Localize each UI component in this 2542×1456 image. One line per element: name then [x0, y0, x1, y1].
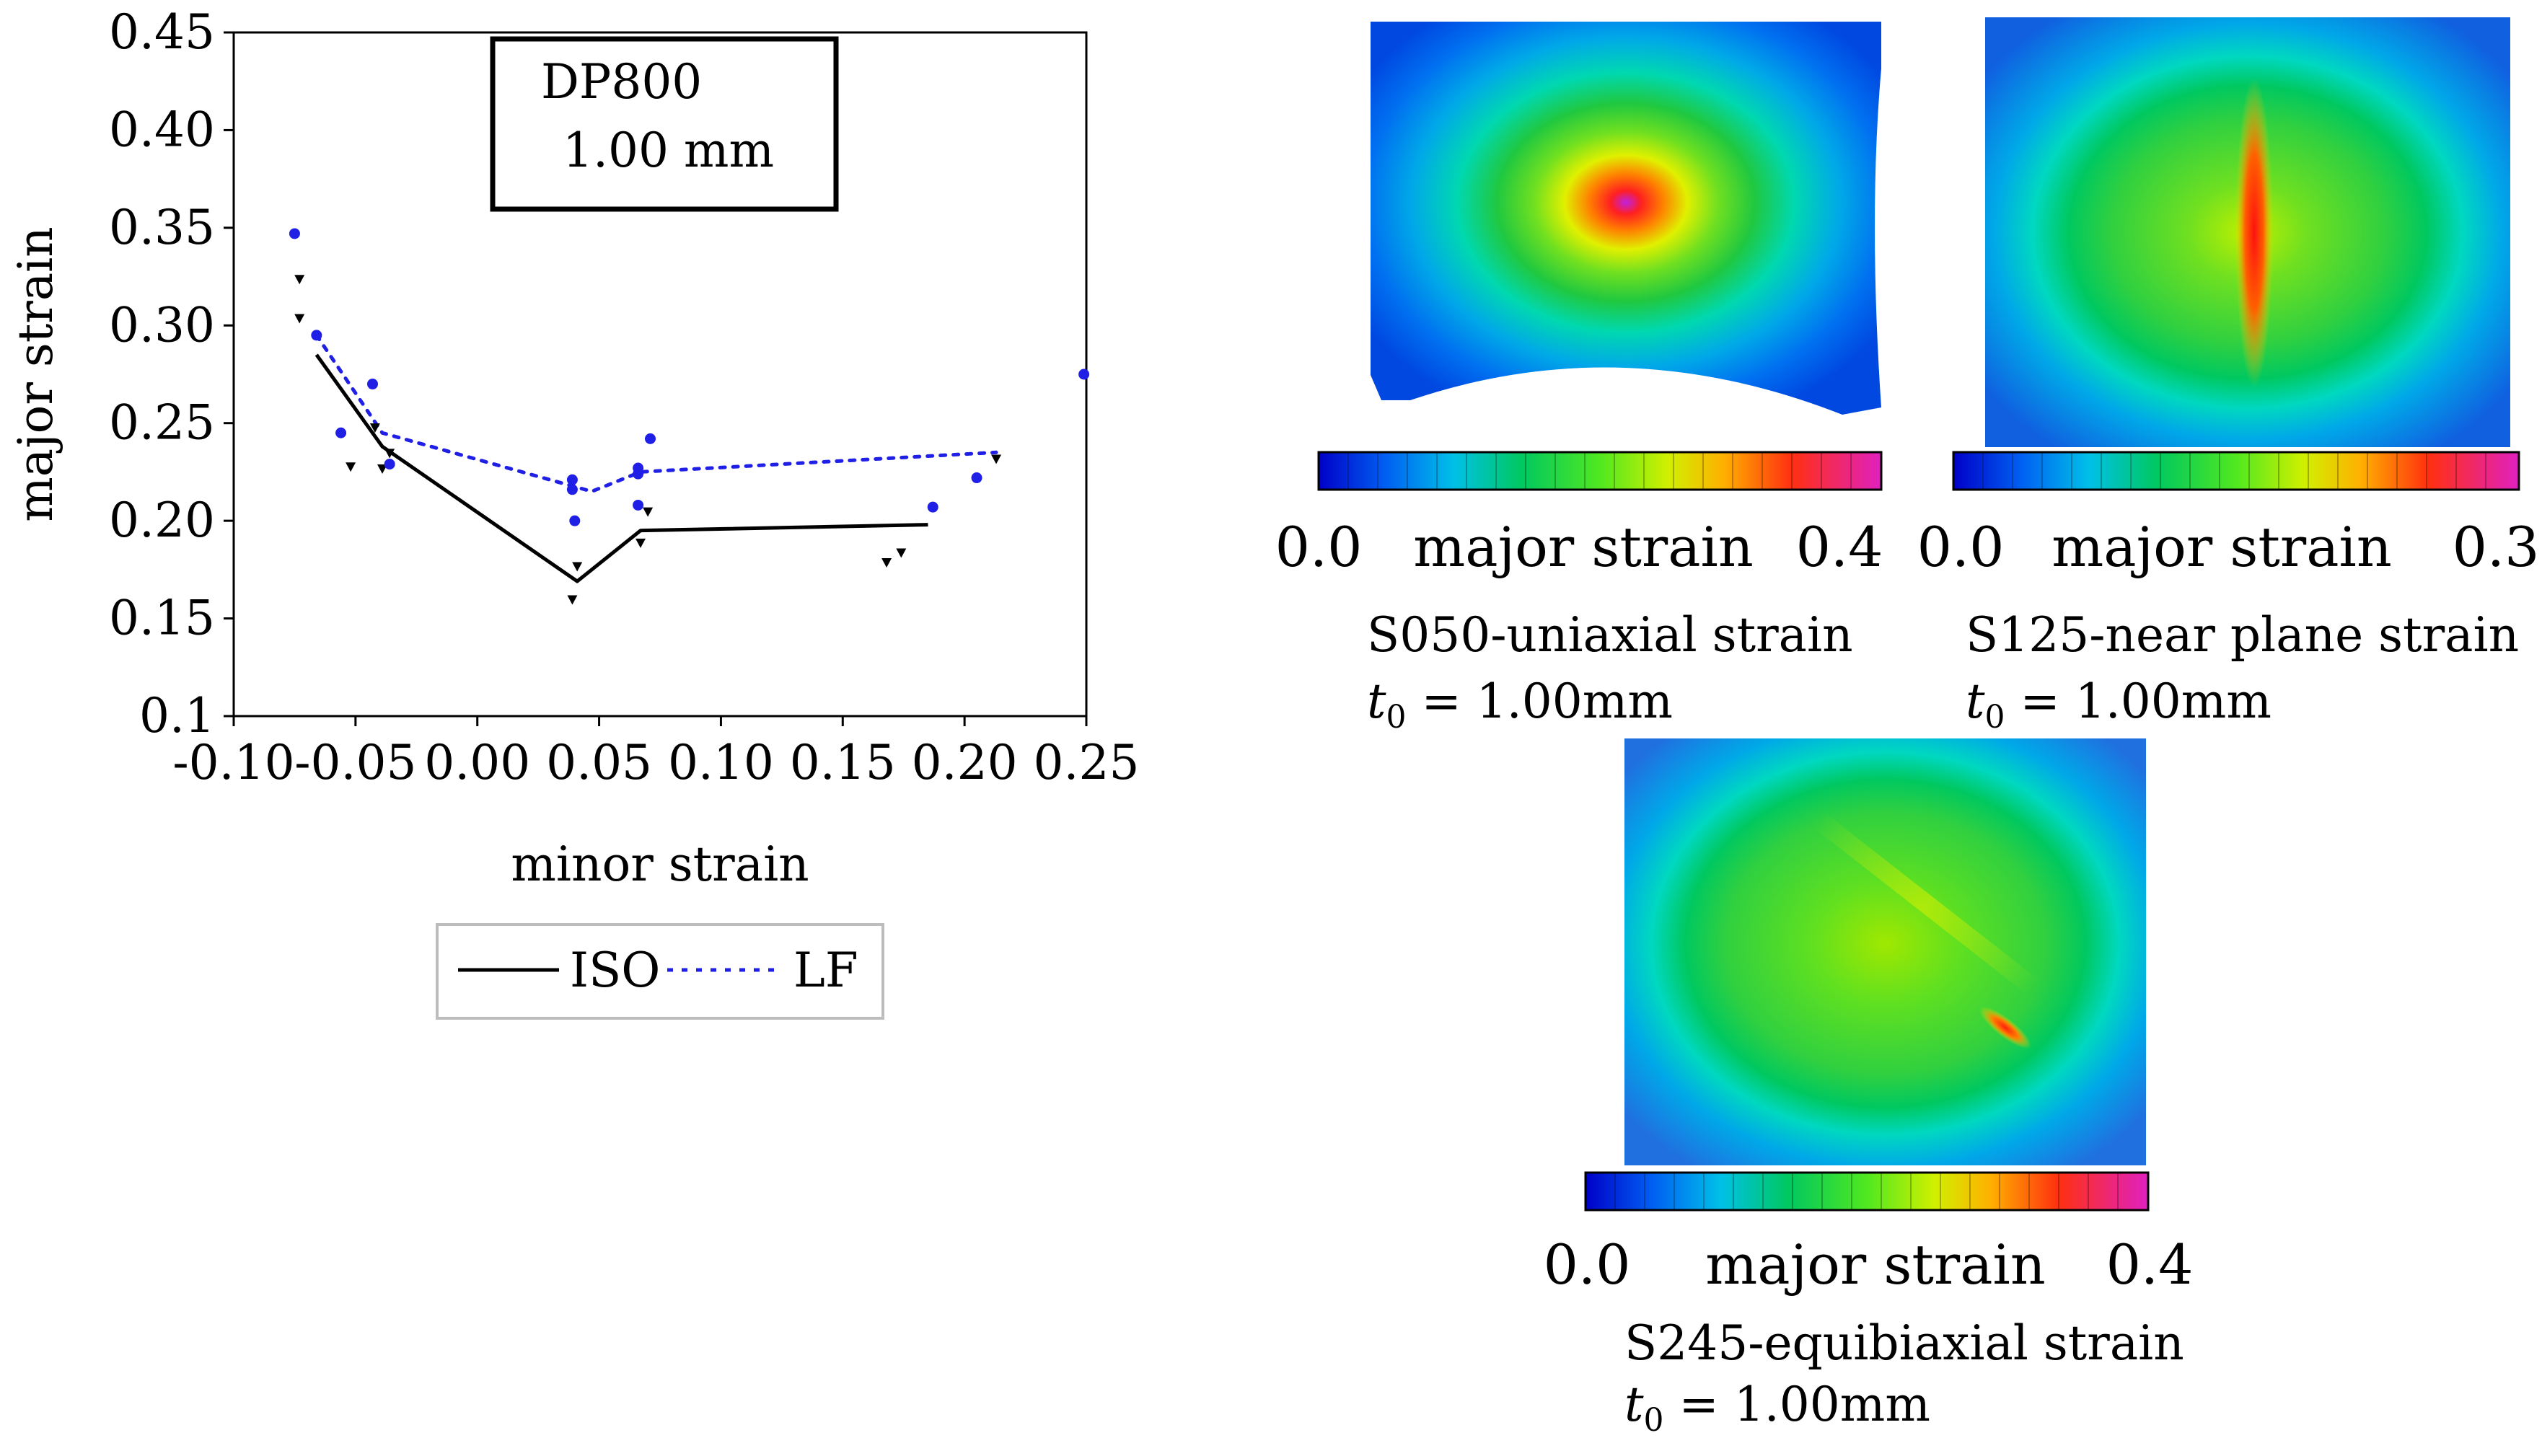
y-tick-label: 0.15	[109, 591, 215, 646]
s245-thickness: t0 = 1.00mm	[1624, 1377, 1930, 1439]
s125-thickness: t0 = 1.00mm	[1966, 674, 2271, 736]
lf-data-point	[566, 474, 578, 485]
x-tick-label: -0.05	[294, 735, 416, 790]
lf-data-point	[971, 472, 982, 484]
s050-thickness: t0 = 1.00mm	[1367, 674, 1673, 736]
s125-caption: S125-near plane strain	[1966, 607, 2519, 663]
lf-data-point	[644, 433, 656, 444]
panel-s245: 0.0 major strain 0.4 S245-equibiaxial st…	[1544, 738, 2194, 1439]
y-axis-ticks: 0.1 0.15 0.20 0.25 0.30 0.35 0.40 0.45	[109, 4, 234, 744]
s245-scale-min: 0.0	[1544, 1232, 1631, 1297]
s125-scale-max: 0.3	[2453, 515, 2540, 579]
s245-fracture-spot	[1979, 1007, 2031, 1049]
lf-data-point	[311, 330, 322, 341]
s050-colorbar-ticks	[1347, 452, 1852, 490]
iso-data-point	[991, 454, 1002, 464]
s245-scale-label: major strain	[1705, 1232, 2046, 1297]
s125-colorbar-ticks	[1982, 452, 2486, 490]
s245-scale-max: 0.4	[2106, 1232, 2194, 1297]
iso-data-point	[369, 423, 380, 433]
series-points	[289, 228, 1090, 605]
x-tick-label: 0.10	[668, 735, 774, 790]
iso-data-point	[896, 548, 907, 558]
y-tick-label: 0.20	[109, 493, 215, 548]
flc-chart: -0.10 -0.05 0.00 0.05 0.10 0.15 0.20 0.25 0.10.…	[8, 4, 1139, 1020]
y-tick-label: 0.35	[109, 200, 215, 255]
iso-data-point	[635, 538, 646, 548]
iso-data-point	[346, 462, 356, 472]
panel-s125: 0.0 major strain 0.3 S125-near plane str…	[1917, 17, 2540, 736]
s050-caption: S050-uniaxial strain	[1367, 607, 1853, 663]
s050-scale-label: major strain	[1413, 515, 1754, 579]
iso-data-point	[294, 314, 305, 324]
legend-iso-label: ISO	[570, 943, 660, 998]
iso-data-point	[294, 275, 305, 285]
panel-s050: 0.0 major strain 0.4 S050-uniaxial strai…	[1275, 22, 1883, 736]
iso-series-line	[315, 353, 928, 583]
s245-caption: S245-equibiaxial strain	[1624, 1315, 2184, 1371]
iso-data-point	[567, 595, 578, 605]
s245-colorbar-ticks	[1614, 1173, 2119, 1210]
lf-data-point	[289, 228, 300, 239]
lf-data-point	[633, 468, 644, 480]
annotation-line-2: 1.00 mm	[563, 123, 774, 178]
s050-colorbar	[1317, 451, 1883, 491]
lf-series-line	[315, 333, 998, 493]
annotation-line-1: DP800	[541, 54, 702, 110]
y-tick-label: 0.45	[109, 4, 215, 60]
iso-data-point	[384, 449, 395, 459]
x-tick-label: 0.25	[1034, 735, 1140, 790]
iso-data-point	[572, 562, 583, 572]
legend-lf-label: LF	[793, 943, 858, 998]
y-tick-label: 0.30	[109, 297, 215, 353]
s125-scale-label: major strain	[2051, 515, 2392, 579]
lf-data-point	[566, 484, 578, 495]
y-tick-label: 0.40	[109, 102, 215, 157]
iso-data-point	[377, 464, 388, 475]
x-axis-ticks: -0.10 -0.05 0.00 0.05 0.10 0.15 0.20 0.25	[172, 716, 1139, 790]
lf-data-point	[335, 427, 347, 438]
lf-data-point	[633, 499, 644, 511]
s245-strain-map	[1624, 738, 2146, 1165]
iso-data-point	[881, 558, 892, 568]
lf-data-point	[1078, 369, 1090, 380]
x-tick-label: 0.05	[546, 735, 652, 790]
lf-data-point	[569, 515, 581, 526]
x-axis-label: minor strain	[511, 837, 809, 892]
s245-diagonal-streak	[1812, 811, 2040, 996]
x-tick-label: 0.15	[790, 735, 896, 790]
lf-data-point	[366, 379, 378, 390]
y-axis-label: major strain	[8, 226, 63, 522]
s050-strain-map	[1371, 22, 1881, 415]
y-tick-label: 0.25	[109, 395, 215, 451]
s245-colorbar	[1584, 1171, 2150, 1212]
s125-colorbar	[1952, 451, 2520, 491]
lf-data-point	[927, 501, 938, 513]
iso-data-point	[643, 507, 654, 517]
s050-scale-max: 0.4	[1796, 515, 1883, 579]
lf-data-point	[384, 459, 395, 470]
annotation-box	[490, 36, 839, 212]
x-tick-label: 0.00	[424, 735, 530, 790]
s125-scale-min: 0.0	[1917, 515, 2005, 579]
x-tick-label: 0.20	[912, 735, 1018, 790]
x-tick-label: -0.10	[172, 735, 294, 790]
s050-scale-min: 0.0	[1275, 515, 1363, 579]
s125-necking-band	[2235, 77, 2273, 387]
series-lines	[315, 333, 998, 583]
y-tick-label: 0.1	[139, 688, 215, 744]
